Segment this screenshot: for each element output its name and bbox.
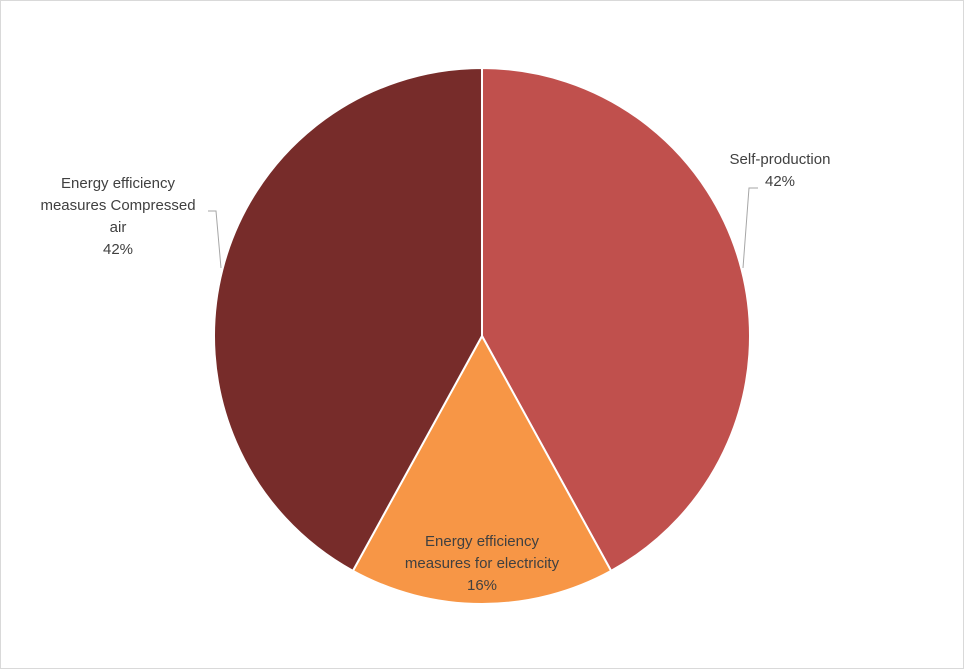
pie-slices — [213, 67, 751, 605]
leader-lines — [208, 187, 758, 269]
slice-category-line-1-1: measures for electricity — [405, 555, 560, 572]
slice-labels: Self-production 42% Energy efficiency measu… — [40, 151, 830, 594]
pie-slice-1 — [351, 335, 613, 605]
slice-percent-1: 16% — [467, 577, 497, 594]
slice-label-1: Energy efficiency measures for electricit… — [405, 533, 560, 594]
leader-line-0 — [742, 187, 758, 269]
slice-category-line-2-0: Energy efficiency — [61, 175, 175, 192]
slice-percent-2: 42% — [103, 241, 133, 258]
slice-category-line-1-0: Energy efficiency — [425, 533, 539, 550]
slice-label-0: Self-production 42% — [730, 151, 831, 190]
slice-category-line-2-2: air — [110, 219, 127, 236]
slice-label-2: Energy efficiency measures Compressed air 4… — [40, 175, 195, 258]
slice-percent-0: 42% — [765, 173, 795, 190]
pie-slice-0 — [481, 67, 751, 572]
pie-slice-2 — [213, 67, 483, 572]
slice-category-line-0-0: Self-production — [730, 151, 831, 168]
slice-category-line-2-1: measures Compressed — [40, 197, 195, 214]
leader-line-2 — [208, 210, 222, 269]
